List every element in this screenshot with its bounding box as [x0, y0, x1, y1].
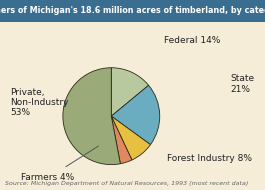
Wedge shape — [111, 85, 160, 145]
Wedge shape — [111, 116, 151, 160]
Text: State
21%: State 21% — [231, 74, 255, 94]
Text: Private,
Non-Industry
53%: Private, Non-Industry 53% — [11, 88, 69, 117]
Text: Source: Michigan Department of Natural Resources, 1993 (most recent data): Source: Michigan Department of Natural R… — [5, 181, 249, 186]
FancyBboxPatch shape — [0, 0, 265, 22]
Wedge shape — [111, 68, 149, 116]
Text: Owners of Michigan's 18.6 million acres of timberland, by category: Owners of Michigan's 18.6 million acres … — [0, 6, 265, 15]
Text: Farmers 4%: Farmers 4% — [21, 173, 74, 182]
Wedge shape — [111, 116, 132, 164]
Wedge shape — [63, 68, 120, 165]
Text: Forest Industry 8%: Forest Industry 8% — [167, 154, 252, 163]
Text: Federal 14%: Federal 14% — [164, 36, 221, 45]
